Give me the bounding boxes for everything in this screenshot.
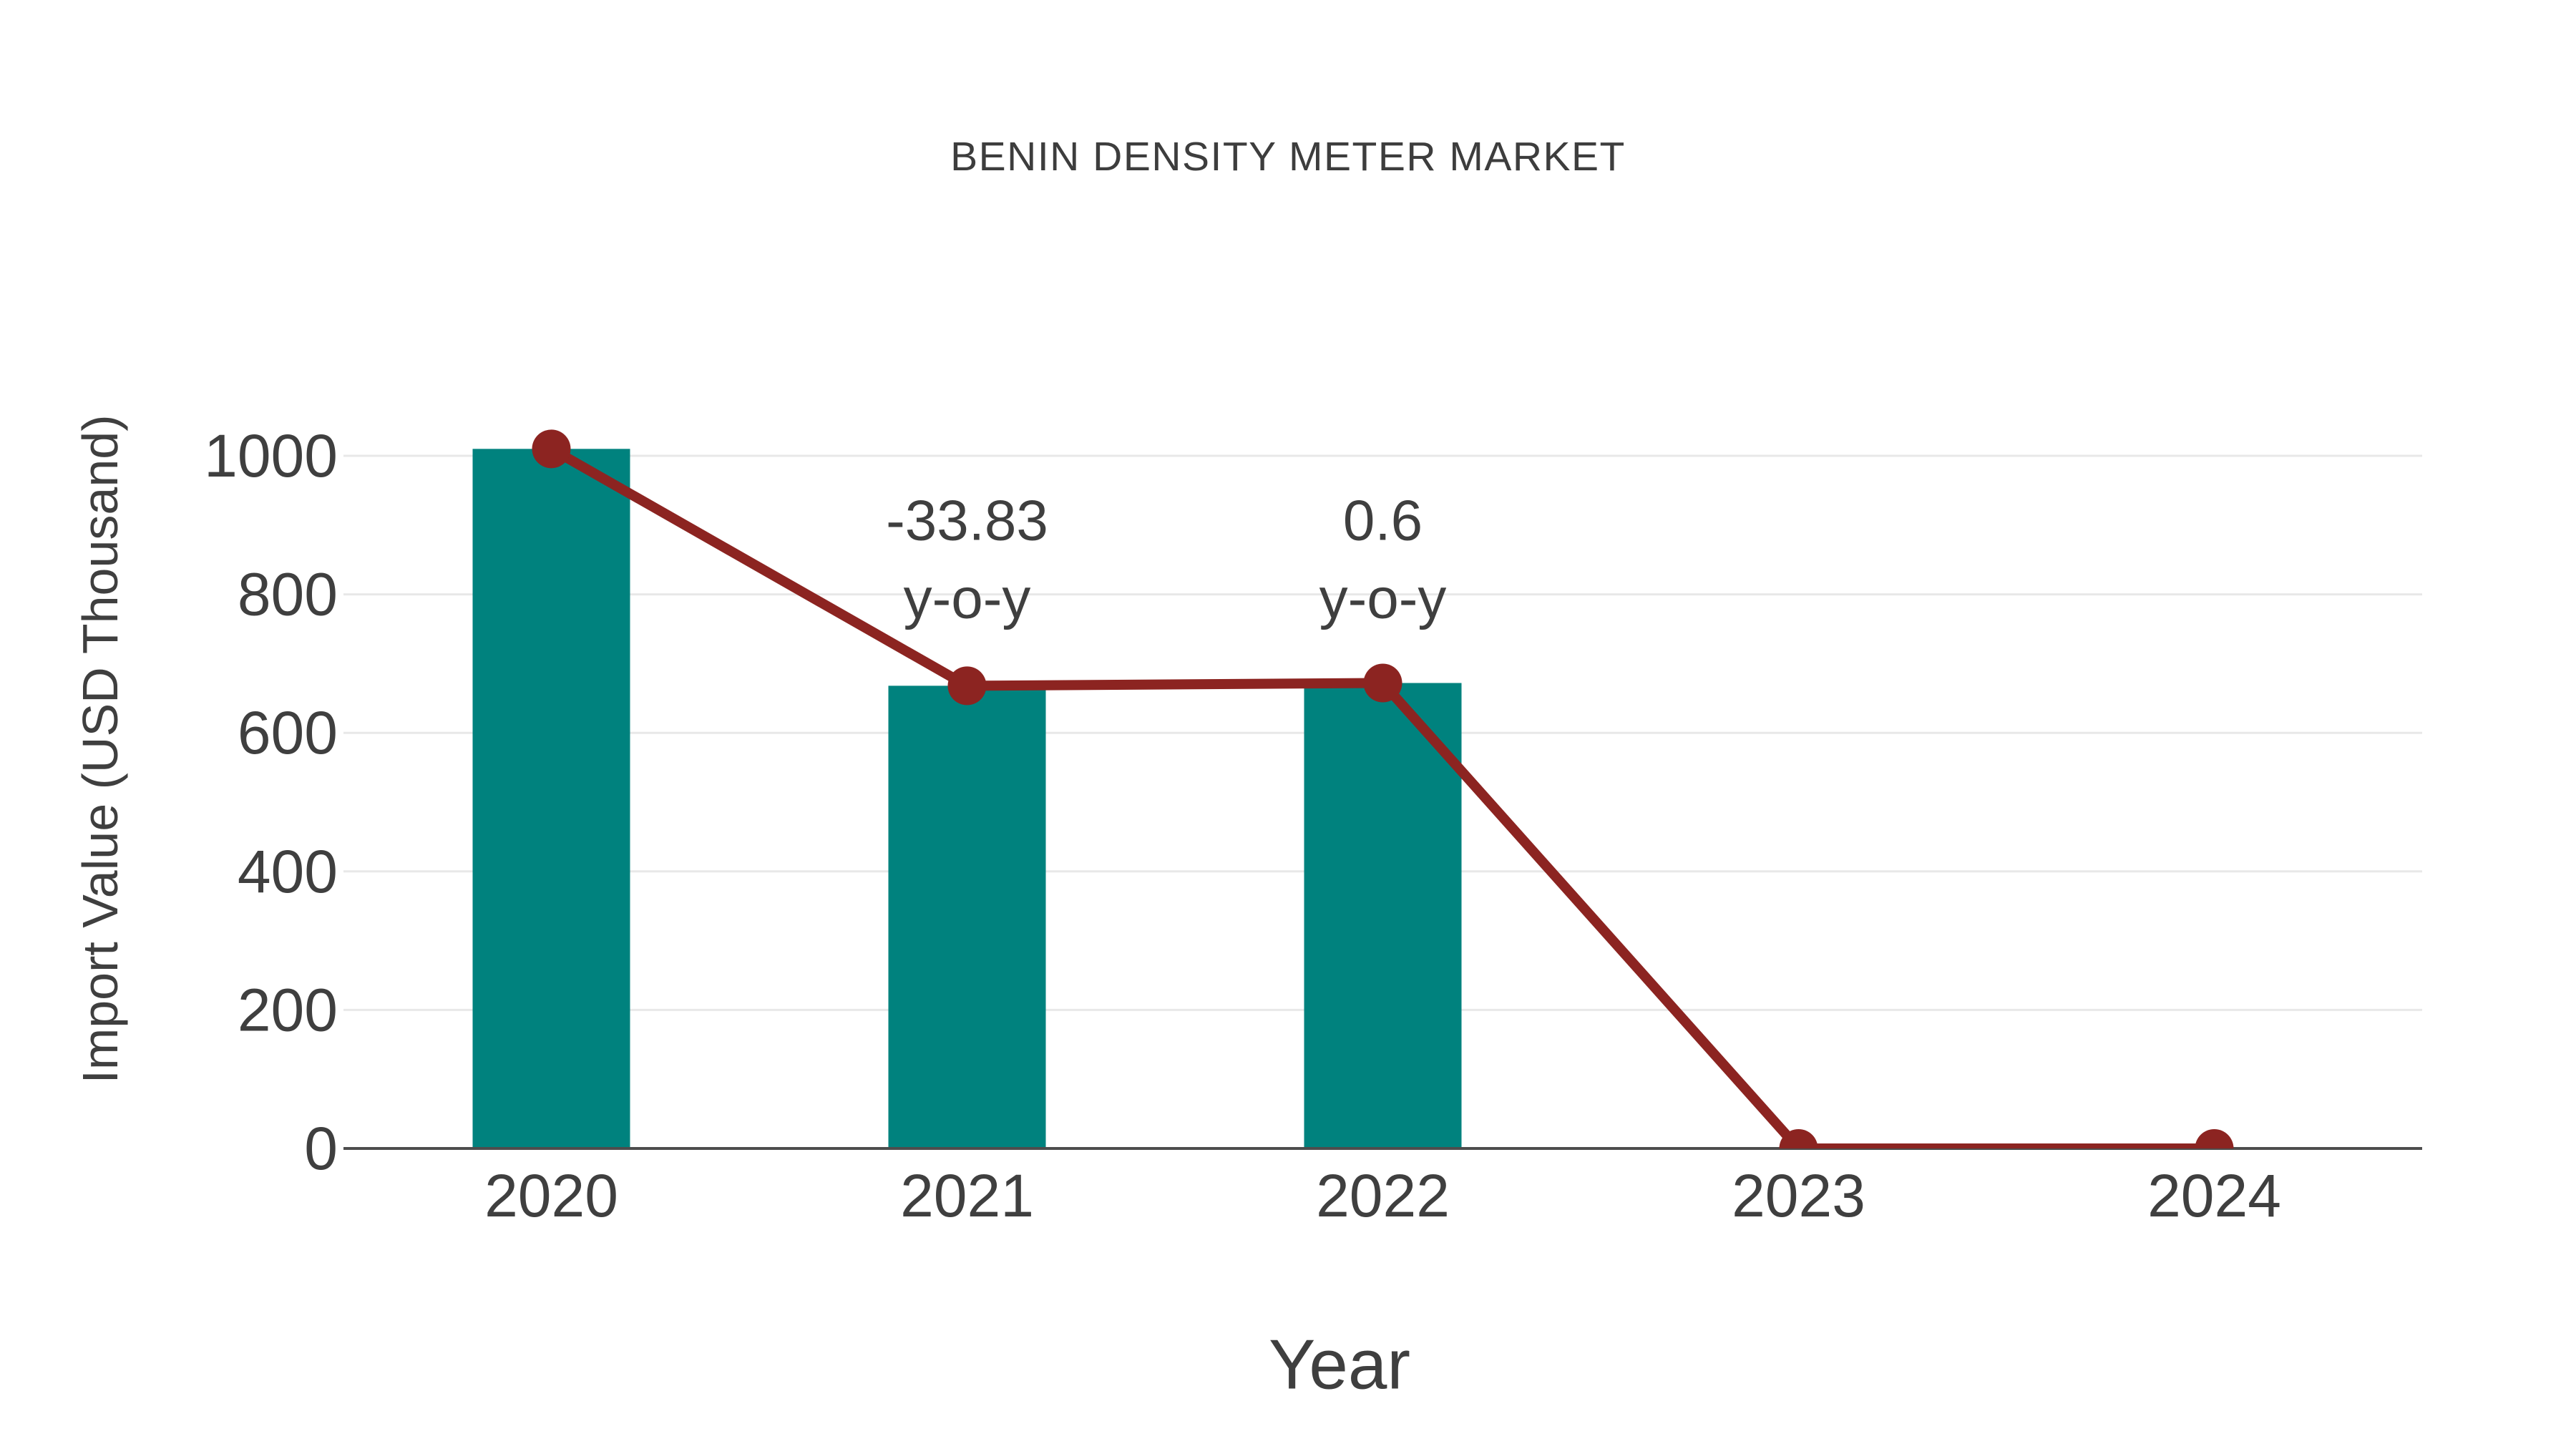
- yoy-annotation-2022-line1: 0.6: [1343, 489, 1423, 552]
- bar-2020: [472, 449, 630, 1148]
- x-tick-label-2024: 2024: [2147, 1162, 2281, 1229]
- bar-2022: [1304, 683, 1462, 1148]
- bar-2021: [888, 686, 1046, 1148]
- yoy-annotation-2021-line2: y-o-y: [904, 567, 1031, 630]
- y-tick-label-200: 200: [238, 976, 338, 1043]
- marker-2022: [1363, 663, 1402, 703]
- marker-2021: [947, 666, 987, 706]
- x-tick-label-2022: 2022: [1316, 1162, 1450, 1229]
- x-axis-title: Year: [1268, 1324, 1411, 1404]
- yoy-annotation-2022-line2: y-o-y: [1319, 567, 1447, 630]
- x-tick-label-2021: 2021: [900, 1162, 1034, 1229]
- marker-2023: [1779, 1129, 1818, 1148]
- y-tick-label-1000: 1000: [204, 422, 338, 489]
- marker-2020: [532, 429, 571, 469]
- yoy-annotation-2021-line1: -33.83: [886, 489, 1048, 552]
- y-tick-label-400: 400: [238, 838, 338, 905]
- y-tick-label-0: 0: [304, 1115, 338, 1182]
- y-tick-label-800: 800: [238, 561, 338, 628]
- x-tick-label-2020: 2020: [484, 1162, 618, 1229]
- x-tick-label-2023: 2023: [1732, 1162, 1865, 1229]
- marker-2024: [2195, 1129, 2234, 1148]
- y-tick-label-600: 600: [238, 699, 338, 766]
- chart-title: BENIN DENSITY METER MARKET: [950, 134, 1626, 180]
